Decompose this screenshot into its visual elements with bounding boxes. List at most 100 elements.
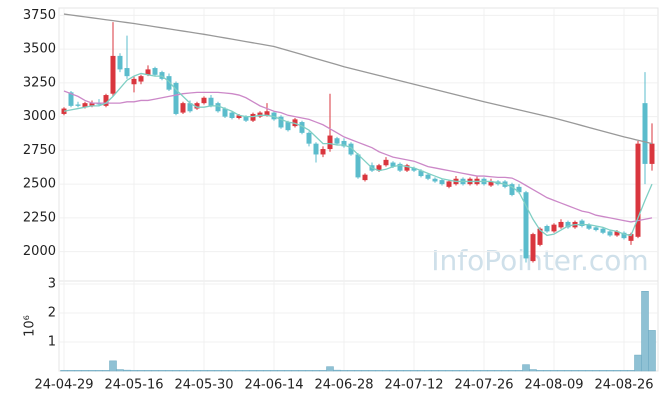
candle-body [243, 116, 249, 121]
volume-bar [158, 370, 166, 372]
volume-tick-label: 1 [48, 335, 56, 350]
candle-body [439, 180, 445, 185]
volume-bar [326, 366, 334, 372]
candle-body [173, 82, 179, 114]
volume-bar [578, 370, 586, 372]
candle-body [68, 92, 74, 106]
volume-bar [95, 370, 103, 372]
volume-bar [627, 370, 635, 372]
x-tick-label: 24-05-30 [174, 378, 233, 393]
candle-body [621, 232, 627, 239]
candle-body [390, 162, 396, 167]
y-tick-label: 2000 [23, 244, 56, 259]
candle-body [635, 143, 641, 237]
candle-body [131, 78, 137, 85]
candle-body [103, 95, 109, 106]
candle-body [208, 97, 214, 106]
volume-bar [277, 370, 285, 372]
candle-body [411, 167, 417, 171]
volume-bar [102, 370, 110, 372]
volume-bar [424, 370, 432, 372]
candle-body [250, 113, 256, 121]
volume-bar [564, 370, 572, 372]
y-tick-label: 2250 [23, 210, 56, 225]
volume-bar [529, 369, 537, 372]
volume-bar [67, 370, 75, 372]
volume-bar [494, 370, 502, 372]
candle-body [89, 103, 95, 106]
volume-bar [543, 370, 551, 372]
candle-body [201, 97, 207, 104]
candle-body [376, 165, 382, 171]
volume-bar [116, 369, 124, 372]
candle-body [334, 138, 340, 144]
y-tick-label: 3750 [23, 8, 56, 23]
candle-body [320, 149, 326, 155]
candle-body [299, 122, 305, 133]
volume-bar [123, 369, 131, 372]
candle-body [355, 154, 361, 178]
x-tick-label: 24-08-09 [524, 378, 583, 393]
volume-bar [60, 370, 68, 372]
x-tick-label: 24-06-28 [314, 378, 373, 393]
candle-body [551, 224, 557, 232]
candle-body [215, 103, 221, 112]
candle-body [614, 231, 620, 236]
candle-body [642, 103, 648, 164]
x-tick-label: 24-06-14 [244, 378, 303, 393]
x-tick-label: 24-07-26 [454, 378, 513, 393]
volume-bar [389, 370, 397, 372]
volume-bar [522, 364, 530, 372]
volume-bar [333, 369, 341, 372]
volume-bar [445, 370, 453, 372]
volume-bar [417, 370, 425, 372]
candle-body [138, 76, 144, 82]
candle-body [124, 68, 130, 77]
volume-bar [298, 370, 306, 372]
volume-bar [130, 370, 138, 372]
volume-bar [228, 370, 236, 372]
candle-body [117, 55, 123, 70]
volume-bar [291, 370, 299, 372]
volume-bar [620, 370, 628, 372]
volume-bar [235, 370, 243, 372]
candle-body [607, 231, 613, 236]
candle-body [152, 68, 158, 75]
volume-bar [438, 370, 446, 372]
candle-body [110, 55, 116, 94]
candle-body [530, 234, 536, 262]
candle-body [593, 227, 599, 231]
candle-body [285, 122, 291, 131]
candle-body [82, 103, 88, 108]
volume-bar [312, 370, 320, 372]
y-tick-label: 3000 [23, 109, 56, 124]
candle-body [348, 143, 354, 155]
volume-bar [480, 370, 488, 372]
volume-bar [81, 370, 89, 372]
x-tick-label: 24-05-16 [104, 378, 163, 393]
volume-bar [487, 370, 495, 372]
volume-bar [634, 354, 642, 372]
candle-body [383, 159, 389, 166]
candle-body [292, 119, 298, 127]
candle-body [425, 174, 431, 179]
volume-bar [592, 370, 600, 372]
candle-body [306, 132, 312, 144]
volume-bar [144, 370, 152, 372]
volume-tick-label: 2 [48, 306, 56, 321]
volume-bar [249, 370, 257, 372]
y-tick-label: 3250 [23, 75, 56, 90]
candle-body [257, 112, 263, 117]
volume-bar [319, 370, 327, 372]
candle-body [516, 186, 522, 193]
volume-bar [410, 370, 418, 372]
volume-bar [466, 370, 474, 372]
candle-body [446, 181, 452, 187]
candle-body [166, 76, 172, 90]
x-tick-label: 24-08-26 [594, 378, 653, 393]
candle-body [187, 103, 193, 112]
volume-bar [221, 370, 229, 372]
volume-bar [165, 370, 173, 372]
candle-body [236, 115, 242, 118]
